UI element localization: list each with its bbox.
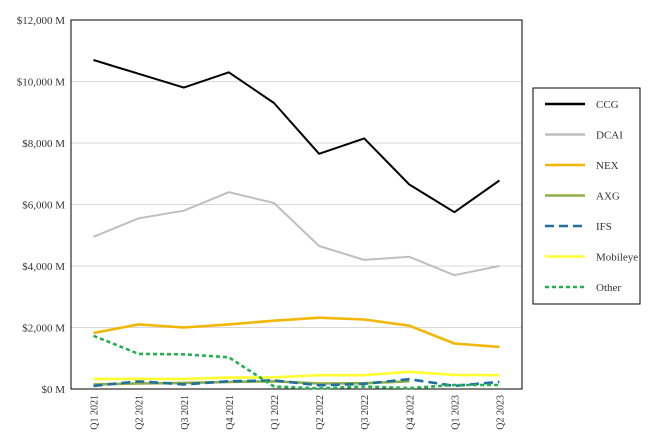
legend-label-dcai: DCAI [596,130,623,142]
x-tick-label: Q4 2021 [225,395,236,430]
legend-label-axg: AXG [596,191,620,203]
x-tick-label: Q1 2022 [270,395,281,430]
y-tick-label: $10,000 M [17,77,66,89]
y-tick-label: $6,000 M [22,200,65,212]
x-tick-label: Q2 2022 [315,395,326,430]
x-tick-label: Q4 2022 [405,395,416,430]
gridlines [71,81,522,328]
y-tick-label: $12,000 M [17,15,66,27]
y-tick-label: $4,000 M [22,261,65,273]
legend: CCG DCAI NEX AXG IFS Mobileye Other [532,87,641,305]
series-line-nex [93,316,500,349]
x-axis-ticks: Q1 2021 Q2 2021 Q3 2021 Q4 2021 Q1 2022 Q2 20… [90,395,507,430]
series-line-other [93,334,500,390]
x-tick-label: Q3 2021 [180,395,191,430]
y-axis-ticks: $0 M $2,000 M $4,000 M $6,000 M $8,000 M $10,… [17,15,66,396]
legend-label-other: Other [596,282,621,294]
series-line-ifs [93,377,500,388]
y-tick-label: $2,000 M [22,323,65,335]
x-tick-label: Q3 2022 [360,395,371,430]
x-tick-label: Q1 2021 [90,395,101,430]
y-tick-label: $8,000 M [22,138,65,150]
x-tick-label: Q2 2023 [495,395,506,430]
x-tick-label: Q1 2023 [450,395,461,430]
legend-label-ccg: CCG [596,99,619,111]
series-line-dcai [93,191,500,277]
y-tick-label: $0 M [41,384,65,396]
series-line-mobileye [93,370,500,381]
series-line-ccg [93,59,500,214]
series-lines [93,59,500,390]
legend-label-nex: NEX [596,160,619,172]
legend-label-mobileye: Mobileye [596,252,638,264]
x-tick-label: Q2 2021 [135,395,146,430]
plot-area-border [70,19,523,390]
legend-label-ifs: IFS [596,221,612,233]
